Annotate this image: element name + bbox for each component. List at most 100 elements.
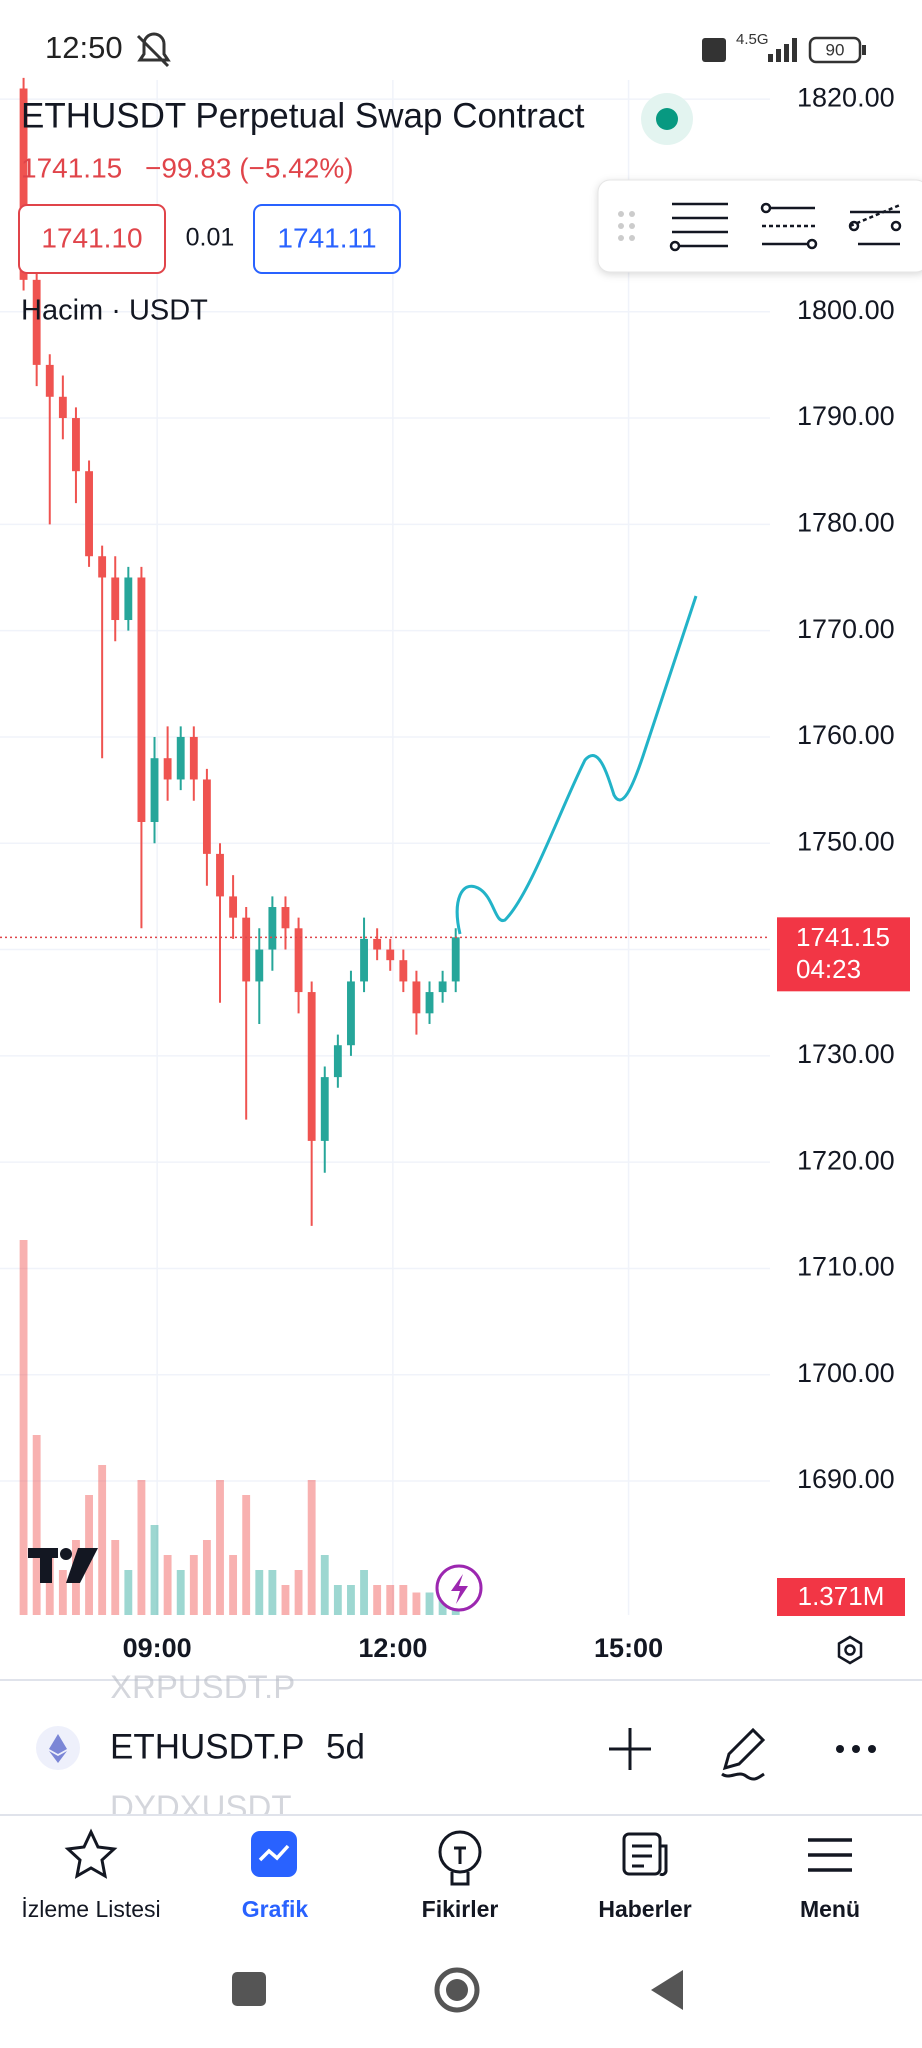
tradingview-logo — [28, 1548, 98, 1583]
tool-channel[interactable] — [848, 203, 902, 246]
volume-bar — [347, 1585, 355, 1615]
nav-label[interactable]: Haberler — [598, 1896, 691, 1922]
volume-bar — [425, 1592, 434, 1615]
nav-label[interactable]: İzleme Listesi — [21, 1896, 160, 1922]
candle-body — [268, 907, 277, 950]
more-icon[interactable] — [836, 1745, 876, 1753]
home-button[interactable] — [434, 1967, 480, 2013]
price-tag — [777, 917, 910, 992]
volte-icon — [702, 38, 726, 62]
candle-body — [360, 938, 368, 982]
y-tick-label: 1770.00 — [797, 614, 895, 644]
x-tick-label: 15:00 — [594, 1633, 663, 1663]
volume-bar — [19, 1240, 28, 1615]
network: 4.5G — [736, 31, 769, 48]
candle-body — [163, 758, 172, 780]
nav-label[interactable]: Fikirler — [422, 1896, 499, 1922]
add-icon[interactable] — [609, 1728, 651, 1770]
volume-bar — [137, 1480, 146, 1615]
y-tick-label: 1790.00 — [797, 401, 895, 431]
tool-lines[interactable] — [669, 202, 728, 252]
volume-bar — [163, 1555, 172, 1615]
candle-body — [333, 1045, 342, 1078]
volume-bar — [333, 1585, 342, 1615]
y-tick-label: 1820.00 — [797, 82, 895, 112]
drawing-toolbar — [597, 179, 922, 273]
x-tick-label: 12:00 — [358, 1633, 427, 1663]
volume-bar — [202, 1540, 211, 1615]
candle-body — [58, 396, 67, 419]
nav-label[interactable]: Grafik — [242, 1896, 309, 1922]
y-tick-label: 1710.00 — [797, 1252, 895, 1282]
recents-button[interactable] — [232, 1972, 266, 2006]
y-tick-label: 1760.00 — [797, 720, 895, 750]
chart-icon-line — [258, 1844, 290, 1862]
candle-body — [307, 992, 316, 1141]
candle-body — [229, 896, 238, 918]
y-tick-label: 1800.00 — [797, 295, 895, 325]
volume-tag — [777, 1578, 905, 1616]
home-dot — [446, 1979, 468, 2001]
spread: 0.01 — [186, 224, 235, 252]
candle-body — [32, 279, 41, 365]
buy-button[interactable] — [253, 204, 401, 274]
lightning-icon — [451, 1574, 468, 1604]
settings-icon[interactable] — [837, 1635, 863, 1665]
volume-bar — [373, 1585, 382, 1615]
volume-bar — [58, 1570, 67, 1615]
last-price: 1741.15 — [21, 152, 122, 183]
symbol-title[interactable]: ETHUSDT Perpetual Swap Contract — [21, 96, 585, 135]
volume-bar — [360, 1570, 368, 1615]
price-change: −99.83 (−5.42%) — [145, 152, 354, 183]
volume-bar — [189, 1555, 198, 1615]
candle-body — [85, 471, 93, 557]
candle-body — [281, 907, 290, 929]
ideas-icon[interactable] — [438, 1830, 482, 1886]
sell-button[interactable] — [18, 204, 166, 274]
candle-body — [320, 1077, 329, 1141]
back-button[interactable] — [651, 1970, 683, 2010]
candle-body — [72, 418, 80, 472]
y-tick-label: 1750.00 — [797, 826, 895, 856]
volume-title: Hacim · USDT — [21, 295, 208, 327]
candle-body — [451, 937, 460, 982]
candle-body — [399, 960, 408, 982]
settings-dot — [844, 1644, 856, 1656]
candle-body — [216, 853, 224, 897]
volume-bar — [320, 1555, 329, 1615]
volume-bar — [242, 1495, 251, 1615]
ask-price: 1741.11 — [277, 222, 376, 253]
tool-fib[interactable] — [760, 202, 818, 250]
interval[interactable]: 5d — [326, 1727, 365, 1766]
candle-body — [255, 949, 264, 982]
volume-bar — [98, 1465, 107, 1615]
candle-body — [150, 758, 159, 822]
volume-bar — [45, 1555, 54, 1615]
candle-body — [425, 992, 434, 1014]
mute-icon — [136, 32, 171, 68]
volume-bar — [307, 1480, 316, 1615]
drag-handle[interactable] — [618, 211, 635, 241]
drawing-path[interactable] — [455, 595, 698, 935]
candle-body — [242, 917, 251, 982]
candle-body — [176, 736, 185, 780]
signal-icon — [768, 38, 797, 62]
symbol[interactable]: ETHUSDT.P — [110, 1727, 304, 1766]
watchlist-icon[interactable] — [64, 1828, 118, 1879]
volume-bar — [229, 1555, 238, 1615]
draw-icon[interactable] — [721, 1727, 766, 1781]
volume-bar — [216, 1480, 224, 1615]
candle-body — [438, 981, 447, 993]
nav-label[interactable]: Menü — [800, 1896, 860, 1922]
battery-tip — [862, 45, 866, 55]
news-icon[interactable] — [622, 1832, 668, 1877]
volume-bar — [268, 1570, 277, 1615]
status-time: 12:50 — [45, 30, 123, 65]
battery-icon — [808, 36, 862, 64]
candle-body — [137, 577, 146, 822]
menu-icon[interactable] — [808, 1838, 852, 1872]
candle-body — [19, 88, 28, 280]
candle-body — [386, 949, 395, 961]
